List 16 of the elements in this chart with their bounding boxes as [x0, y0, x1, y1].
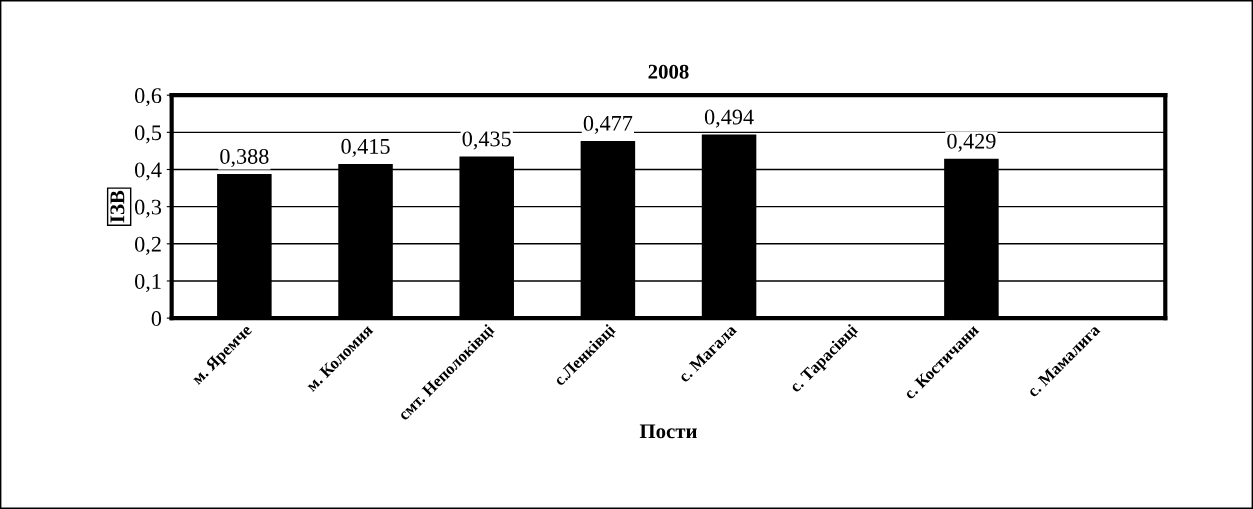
y-axis-title: ІЗВ [110, 190, 125, 223]
y-tick-label: 0,4 [135, 162, 162, 181]
data-label: 0,477 [583, 115, 633, 135]
data-label: 0,415 [341, 138, 390, 158]
chart-title: 2008 [648, 64, 689, 79]
y-tick-label: 0,2 [135, 236, 161, 255]
y-tick-label: 0,5 [135, 125, 162, 144]
data-label: 0,429 [947, 133, 996, 152]
y-tick-label: 0 [151, 311, 162, 327]
data-label: 0,435 [462, 131, 511, 150]
data-label: 0,494 [704, 109, 754, 128]
y-tick-label: 0,6 [135, 88, 162, 107]
x-axis-title: Пости [639, 424, 697, 439]
y-tick-label: 0,1 [135, 273, 161, 293]
y-tick-label: 0,3 [135, 199, 162, 218]
data-label: 0,388 [220, 148, 269, 168]
